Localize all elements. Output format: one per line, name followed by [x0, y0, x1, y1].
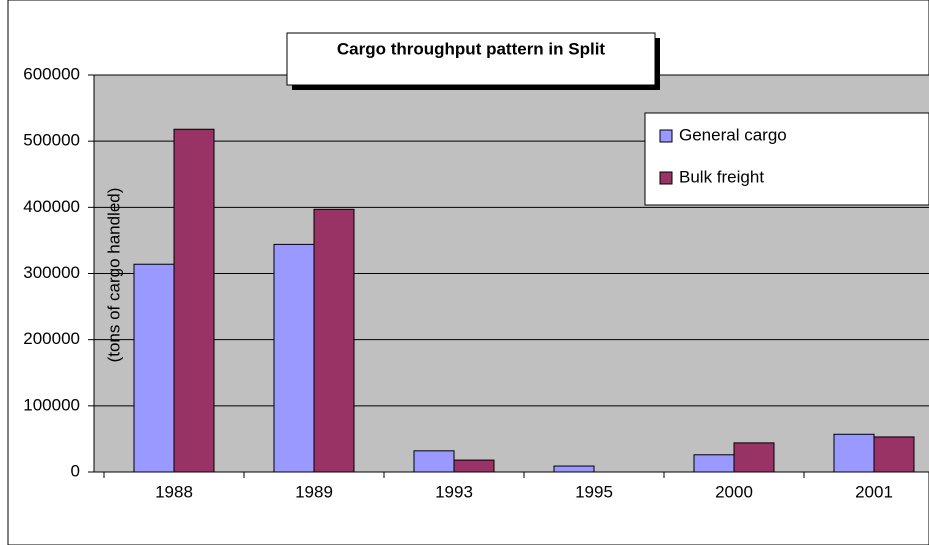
bar: [453, 459, 495, 473]
x-tick-label: 1989: [295, 482, 333, 501]
legend-label: Bulk freight: [679, 167, 764, 186]
y-axis-label: (tons of cargo handled): [104, 188, 123, 363]
y-tick-label: 200000: [23, 329, 80, 348]
bar: [273, 243, 315, 473]
bar: [413, 450, 455, 473]
bar: [133, 263, 175, 473]
legend: [644, 112, 929, 206]
legend-label: General cargo: [679, 125, 787, 144]
y-tick-label: 400000: [23, 197, 80, 216]
bar: [873, 436, 915, 473]
y-tick-label: 600000: [23, 64, 80, 83]
y-tick-label: 500000: [23, 131, 80, 150]
legend-swatch: [659, 171, 673, 185]
bar: [733, 442, 775, 473]
chart-title: Cargo throughput pattern in Split: [337, 39, 606, 58]
y-tick-label: 100000: [23, 395, 80, 414]
x-tick-label: 2001: [855, 482, 893, 501]
bar: [173, 128, 215, 473]
legend-swatch: [659, 129, 673, 143]
title-box: [286, 32, 656, 86]
bar: [553, 465, 595, 473]
x-tick-label: 1993: [435, 482, 473, 501]
x-tick-label: 1988: [155, 482, 193, 501]
bar: [833, 433, 875, 473]
bar: [313, 208, 355, 473]
y-tick-label: 300000: [23, 263, 80, 282]
x-tick-label: 2000: [715, 482, 753, 501]
bar: [693, 454, 735, 473]
y-tick-label: 0: [71, 461, 80, 480]
x-tick-label: 1995: [575, 482, 613, 501]
